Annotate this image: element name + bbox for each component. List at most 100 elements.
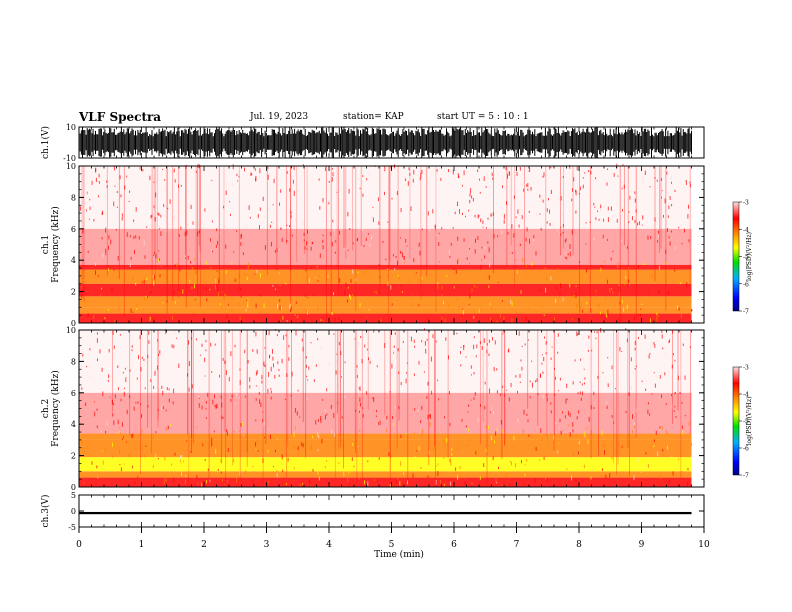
spectrogram-pixel xyxy=(486,343,488,346)
spectrogram-pixel xyxy=(247,360,249,364)
spectrogram-streak xyxy=(420,166,422,300)
spectrogram-pixel xyxy=(255,303,257,309)
spectrogram-pixel xyxy=(233,458,235,463)
colorbar-tick-label: -5 xyxy=(743,254,749,261)
spectrogram-pixel xyxy=(282,469,284,473)
spectrogram-pixel xyxy=(262,411,264,413)
spectrogram-streak xyxy=(218,166,220,283)
spectrogram-pixel xyxy=(511,318,513,323)
spectrogram-pixel xyxy=(641,303,643,305)
spectrogram-pixel xyxy=(396,191,398,196)
spectrogram-pixel xyxy=(220,471,222,474)
spectrogram-pixel xyxy=(598,428,600,430)
spectrogram-pixel xyxy=(565,398,567,404)
spectrogram-pixel xyxy=(225,185,227,190)
spectrogram-pixel xyxy=(98,173,100,178)
spectrogram-pixel xyxy=(194,169,196,174)
spectrogram-pixel xyxy=(560,226,562,228)
spectrogram-band xyxy=(79,471,692,478)
spectrogram-pixel xyxy=(612,291,614,295)
spectrogram-pixel xyxy=(677,375,679,381)
spectrogram-pixel xyxy=(609,287,611,293)
spectrogram-pixel xyxy=(502,185,503,189)
spectrogram-pixel xyxy=(426,338,428,341)
spectrogram-pixel xyxy=(276,334,278,337)
spectrogram-pixel xyxy=(549,222,551,226)
spectrogram-pixel xyxy=(333,292,334,296)
spectrogram-pixel xyxy=(100,430,102,433)
spectrogram-pixel xyxy=(420,433,422,437)
spectrogram-pixel xyxy=(141,281,143,284)
spectrogram-pixel xyxy=(485,448,487,453)
spectrogram-pixel xyxy=(260,294,262,297)
spectrogram-pixel xyxy=(151,214,153,218)
spectrogram-pixel xyxy=(519,381,521,383)
spectrogram-pixel xyxy=(358,387,360,389)
spectrogram-pixel xyxy=(562,223,564,228)
spectrogram-pixel xyxy=(619,301,621,305)
spectrogram-pixel xyxy=(421,169,423,174)
spectrogram-pixel xyxy=(378,264,380,267)
spectrogram-pixel xyxy=(171,463,173,466)
spectrogram-pixel xyxy=(489,388,490,394)
spectrogram-pixel xyxy=(366,178,368,181)
spectrogram-pixel xyxy=(488,353,490,357)
spectrogram-pixel xyxy=(542,175,544,178)
spectrogram-pixel xyxy=(286,240,288,243)
spectrogram-pixel xyxy=(322,234,324,237)
spectrogram-pixel xyxy=(93,315,95,320)
spectrogram-pixel xyxy=(96,338,98,343)
spectrogram-pixel xyxy=(366,348,368,351)
spectrogram-pixel xyxy=(607,383,609,388)
spectrogram-pixel xyxy=(509,483,510,486)
spectrogram-streak xyxy=(590,330,592,459)
spectrogram-pixel xyxy=(653,342,655,345)
spectrogram-pixel xyxy=(124,277,126,279)
spectrogram-pixel xyxy=(262,196,264,201)
spectrogram-pixel xyxy=(272,284,274,287)
spectrogram-pixel xyxy=(414,345,416,348)
spectrogram-pixel xyxy=(511,301,513,306)
spectrogram-pixel xyxy=(318,362,320,367)
y-tick-label: -5 xyxy=(68,523,76,532)
spectrogram-pixel xyxy=(268,371,270,377)
spectrogram-pixel xyxy=(403,256,405,259)
spectrogram-pixel xyxy=(224,360,226,364)
spectrogram-pixel xyxy=(634,219,636,224)
spectrogram-pixel xyxy=(220,395,222,399)
spectrogram-pixel xyxy=(107,179,109,183)
spectrogram-pixel xyxy=(402,340,404,343)
spectrogram-pixel xyxy=(406,245,408,247)
spectrogram-pixel xyxy=(382,241,384,244)
spectrogram-pixel xyxy=(360,336,362,338)
spectrogram-pixel xyxy=(155,253,157,259)
spectrogram-pixel xyxy=(364,271,366,276)
spectrogram-pixel xyxy=(178,291,180,296)
spectrogram-pixel xyxy=(359,397,361,403)
spectrogram-pixel xyxy=(517,209,519,214)
spectrogram-pixel xyxy=(100,294,102,298)
spectrogram-streak xyxy=(554,330,555,436)
spectrogram-pixel xyxy=(491,407,493,411)
spectrogram-pixel xyxy=(473,372,475,375)
spectrogram-pixel xyxy=(602,372,604,374)
spectrogram-pixel xyxy=(657,315,659,317)
spectrogram-pixel xyxy=(256,349,258,354)
spectrogram-pixel xyxy=(450,461,452,466)
spectrogram-pixel xyxy=(540,289,542,292)
spectrogram-band xyxy=(79,457,692,472)
spectrogram-pixel xyxy=(611,415,613,418)
spectrogram-pixel xyxy=(107,268,109,271)
spectrogram-pixel xyxy=(143,358,145,361)
spectrogram-pixel xyxy=(471,288,473,292)
spectrogram-pixel xyxy=(503,394,505,397)
spectrogram-pixel xyxy=(85,402,87,406)
spectrogram-pixel xyxy=(434,224,436,230)
spectrogram-pixel xyxy=(153,254,155,257)
spectrogram-streak xyxy=(352,166,353,251)
spectrogram-pixel xyxy=(311,267,313,269)
spectrogram-pixel xyxy=(368,309,370,311)
spectrogram-pixel xyxy=(359,429,361,432)
spectrogram-pixel xyxy=(322,245,324,250)
spectrogram-pixel xyxy=(607,168,608,170)
